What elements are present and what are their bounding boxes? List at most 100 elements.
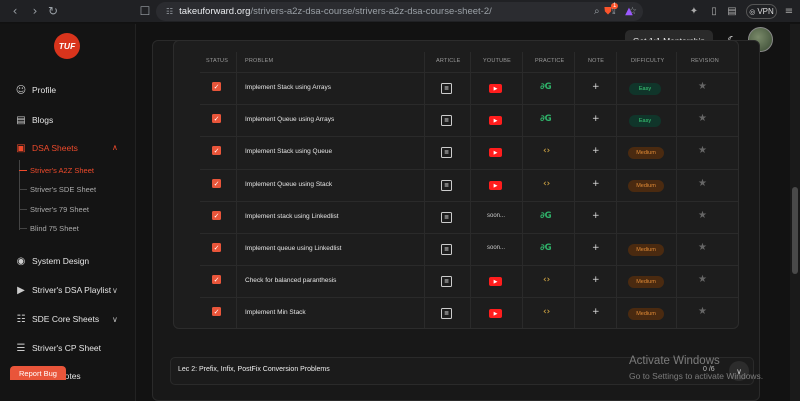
sidebar-item-system-design[interactable]: ◉ System Design: [15, 255, 90, 267]
codingninjas-icon[interactable]: ‹›: [543, 275, 551, 285]
codingninjas-icon[interactable]: ‹›: [543, 307, 551, 317]
reload-icon[interactable]: ↻: [47, 4, 59, 18]
sidebar-item-dsa-sheets[interactable]: ▣ DSA Sheets: [15, 142, 78, 154]
extensions-icon[interactable]: ✦: [689, 5, 699, 17]
problem-name[interactable]: Implement Queue using Arrays: [245, 116, 335, 123]
brave-shield-icon[interactable]: ⛊: [604, 5, 612, 17]
zoom-icon[interactable]: ⌕: [594, 6, 600, 17]
sidebar-subitem-sde[interactable]: Striver's SDE Sheet: [30, 185, 97, 194]
table-row: [200, 72, 738, 104]
report-bug-button[interactable]: Report Bug: [10, 366, 66, 380]
article-icon[interactable]: ≣: [441, 115, 452, 126]
sidebar-item-profile[interactable]: ☺ Profile: [15, 84, 56, 96]
gfg-icon[interactable]: ∂G: [540, 211, 552, 221]
youtube-icon[interactable]: ▶: [489, 277, 502, 286]
youtube-icon[interactable]: ▶: [489, 84, 502, 93]
gfg-icon[interactable]: ∂G: [540, 243, 552, 253]
chevron-down-icon[interactable]: ∨: [112, 286, 118, 295]
add-note-icon[interactable]: +: [592, 243, 600, 253]
star-icon[interactable]: ★: [698, 210, 707, 221]
column-divider: [574, 52, 575, 328]
star-icon[interactable]: ★: [698, 242, 707, 253]
gfg-icon[interactable]: ∂G: [540, 114, 552, 124]
problem-name[interactable]: Implement Stack using Queue: [245, 148, 333, 155]
sidebar-item-cp-sheet[interactable]: ☰ Striver's CP Sheet: [15, 342, 102, 354]
star-icon[interactable]: ★: [698, 145, 707, 156]
problem-name[interactable]: Implement Queue using Stack: [245, 181, 333, 188]
chevron-down-icon[interactable]: ∨: [729, 361, 749, 381]
article-icon[interactable]: ≣: [441, 212, 452, 223]
article-icon[interactable]: ≣: [441, 308, 452, 319]
rewards-icon[interactable]: ▲: [625, 5, 633, 17]
activation-watermark-text: Go to Settings to activate Windows.: [629, 371, 764, 381]
add-note-icon[interactable]: +: [592, 275, 600, 285]
share-icon[interactable]: ⇪: [609, 6, 619, 17]
article-icon[interactable]: ≣: [441, 276, 452, 287]
status-checkbox[interactable]: ✓: [212, 82, 221, 91]
submenu-tick: [19, 189, 27, 190]
scrollbar-thumb[interactable]: [792, 187, 798, 274]
youtube-icon[interactable]: ▶: [489, 181, 502, 190]
status-checkbox[interactable]: ✓: [212, 243, 221, 252]
status-checkbox[interactable]: ✓: [212, 179, 221, 188]
column-divider: [236, 52, 237, 328]
sidebar-item-sde-core[interactable]: ☷ SDE Core Sheets: [15, 313, 100, 325]
add-note-icon[interactable]: +: [592, 211, 600, 221]
status-checkbox[interactable]: ✓: [212, 211, 221, 220]
difficulty-badge: Easy: [629, 83, 661, 95]
youtube-icon[interactable]: ▶: [489, 148, 502, 157]
table-row: [200, 136, 738, 168]
youtube-icon[interactable]: ▶: [489, 116, 502, 125]
status-checkbox[interactable]: ✓: [212, 307, 221, 316]
add-note-icon[interactable]: +: [592, 82, 600, 92]
problem-name[interactable]: Implement Min Stack: [245, 309, 306, 316]
problem-name[interactable]: Implement stack using Linkedlist: [245, 213, 339, 220]
sidebar-item-dsa-playlist[interactable]: ▶ Striver's DSA Playlist: [15, 284, 111, 296]
codingninjas-icon[interactable]: ‹›: [543, 179, 551, 189]
status-checkbox[interactable]: ✓: [212, 275, 221, 284]
wallet-icon[interactable]: ▤: [727, 5, 737, 17]
site-info-icon[interactable]: ☷: [166, 7, 174, 16]
forward-icon[interactable]: ›: [32, 4, 38, 18]
star-icon[interactable]: ★: [698, 274, 707, 285]
gfg-icon[interactable]: ∂G: [540, 82, 552, 92]
article-icon[interactable]: ≣: [441, 244, 452, 255]
menu-icon[interactable]: ≡: [784, 5, 794, 17]
status-checkbox[interactable]: ✓: [212, 146, 221, 155]
star-icon[interactable]: ★: [698, 113, 707, 124]
add-note-icon[interactable]: +: [592, 179, 600, 189]
file-icon: ☰: [16, 342, 26, 354]
article-icon[interactable]: ≣: [441, 180, 452, 191]
codingninjas-icon[interactable]: ‹›: [543, 146, 551, 156]
add-note-icon[interactable]: +: [592, 146, 600, 156]
youtube-icon[interactable]: ▶: [489, 309, 502, 318]
chevron-down-icon[interactable]: ∨: [112, 315, 118, 324]
status-checkbox[interactable]: ✓: [212, 114, 221, 123]
youtube-soon: soon...: [487, 213, 506, 219]
article-icon[interactable]: ≣: [441, 83, 452, 94]
star-icon[interactable]: ★: [698, 81, 707, 92]
submenu-tick: [19, 170, 27, 171]
bookmark-icon[interactable]: ☐: [139, 4, 151, 18]
lecture-section[interactable]: [170, 357, 754, 385]
problem-name[interactable]: Implement queue using Linkedlist: [245, 245, 342, 252]
sidebar-subitem-blind75[interactable]: Blind 75 Sheet: [30, 224, 79, 233]
sidebar-item-blogs[interactable]: ▤ Blogs: [15, 114, 53, 126]
star-bookmark-icon[interactable]: ☆: [628, 6, 637, 17]
star-icon[interactable]: ★: [698, 178, 707, 189]
difficulty-badge: Medium: [628, 308, 664, 320]
article-icon[interactable]: ≣: [441, 147, 452, 158]
add-note-icon[interactable]: +: [592, 307, 600, 317]
back-icon[interactable]: ‹: [12, 4, 18, 18]
sidebar-subitem-79[interactable]: Striver's 79 Sheet: [30, 205, 89, 214]
chevron-up-icon[interactable]: ∧: [112, 143, 118, 152]
star-icon[interactable]: ★: [698, 306, 707, 317]
sidebar-toggle-icon[interactable]: ▯: [711, 5, 717, 17]
add-note-icon[interactable]: +: [592, 114, 600, 124]
vpn-button[interactable]: ◎ VPN: [746, 4, 777, 19]
sidebar-subitem-a2z[interactable]: Striver's A2Z Sheet: [30, 166, 94, 175]
logo[interactable]: TUF: [54, 33, 80, 59]
problem-name[interactable]: Check for balanced paranthesis: [245, 277, 337, 284]
address-bar[interactable]: ☷ takeuforward.org/strivers-a2z-dsa-cour…: [156, 2, 643, 21]
problem-name[interactable]: Implement Stack using Arrays: [245, 84, 331, 91]
